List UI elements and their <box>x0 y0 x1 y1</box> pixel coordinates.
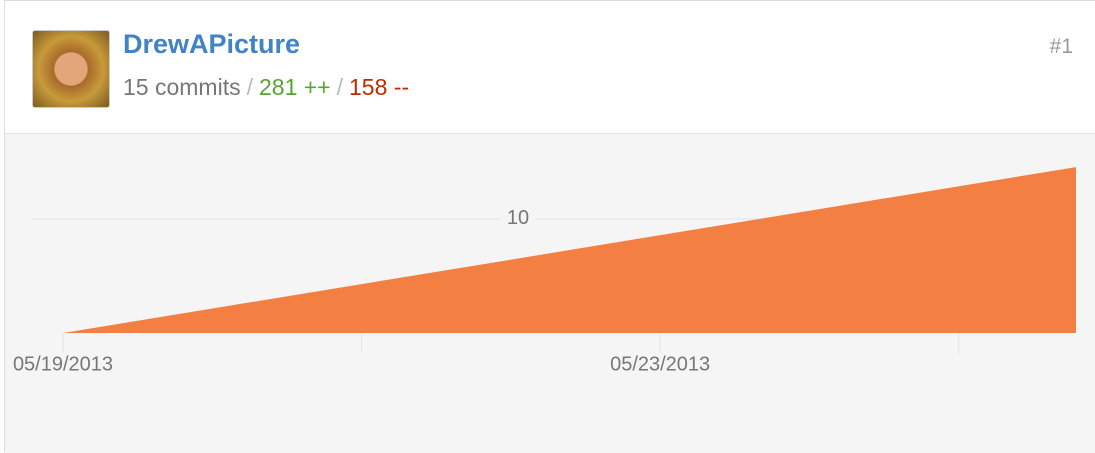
additions: 281 ++ <box>259 74 331 100</box>
y-tick-label: 10 <box>507 207 529 229</box>
card-header: DrewAPicture 15 commits/281 ++/158 -- #1 <box>5 1 1095 134</box>
deletions: 158 -- <box>349 74 409 100</box>
user-name[interactable]: DrewAPicture <box>123 29 300 60</box>
page: DrewAPicture 15 commits/281 ++/158 -- #1… <box>0 0 1095 452</box>
rank: #1 <box>1050 35 1073 59</box>
x-tick-label: 05/23/2013 <box>610 353 710 375</box>
contributor-card: DrewAPicture 15 commits/281 ++/158 -- #1… <box>4 0 1095 452</box>
stats: 15 commits/281 ++/158 -- <box>123 74 409 101</box>
separator: / <box>337 74 343 100</box>
x-tick-label: 05/19/2013 <box>13 353 113 375</box>
separator: / <box>247 74 253 100</box>
chart: 05/19/2013 05/23/2013 10 <box>5 134 1095 453</box>
commits: 15 commits <box>123 74 241 100</box>
avatar[interactable] <box>32 30 110 108</box>
